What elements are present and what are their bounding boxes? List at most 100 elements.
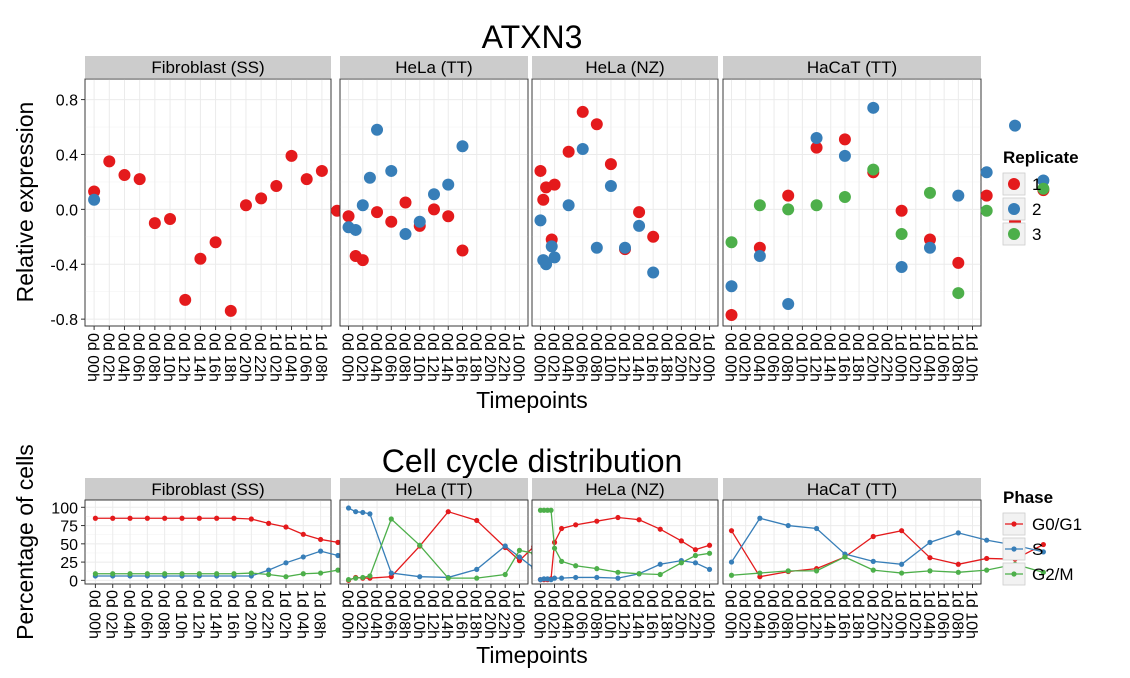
data-point (725, 236, 738, 249)
data-point (345, 505, 352, 511)
x-tick-label: 0d 10h (410, 333, 427, 382)
data-point (88, 185, 101, 198)
x-tick-label: 1d 06h (934, 333, 951, 382)
data-point (590, 241, 603, 254)
data-point (594, 574, 600, 581)
data-point (647, 266, 660, 279)
gridlines (85, 79, 331, 326)
x-tick-label: 0d 14h (207, 590, 224, 639)
x-tick-label: 0d 22h (685, 590, 702, 639)
data-point (266, 571, 272, 578)
data-point (899, 528, 905, 534)
data-point (428, 188, 440, 201)
data-point (604, 158, 617, 171)
data-point (127, 571, 133, 577)
x-tick-label: 1d 06h (934, 590, 951, 639)
x-tick-label: 0d 18h (221, 333, 238, 382)
legend-label: S (1032, 540, 1043, 559)
y-tick-label: -0.4 (50, 257, 78, 274)
data-point (300, 531, 306, 537)
x-tick-label: 0d 04h (750, 333, 767, 382)
x-tick-label: 0d 20h (481, 333, 498, 382)
data-point (657, 526, 663, 532)
y-tick-label: -0.8 (50, 312, 78, 329)
x-tick-label: 0d 20h (241, 590, 258, 639)
x-tick-label: 0d 14h (821, 333, 838, 382)
data-point (516, 554, 523, 560)
data-point (870, 533, 876, 540)
facet-label: HeLa (NZ) (585, 480, 664, 499)
data-point (534, 214, 547, 227)
data-point (285, 149, 298, 162)
x-tick-label: 1d 08h (311, 590, 328, 639)
data-point (923, 233, 936, 246)
data-point (88, 193, 101, 206)
data-point (516, 558, 523, 564)
facet-label: HaCaT (TT) (807, 480, 897, 499)
x-tick-label: 1d 00h (700, 590, 717, 639)
x-axis-title: Timepoints (476, 642, 588, 668)
gridlines (340, 79, 528, 326)
data-point (927, 555, 933, 561)
x-tick-label: 0d 02h (103, 590, 120, 639)
y-axis-title: Relative expression (12, 102, 38, 303)
data-point (1040, 569, 1046, 575)
series-line (731, 556, 1044, 576)
data-point (952, 256, 965, 269)
data-point (562, 199, 575, 212)
data-point (179, 515, 185, 521)
data-point (725, 309, 738, 322)
x-tick-label: 1d 02h (906, 590, 923, 639)
data-point (474, 517, 480, 524)
data-point (615, 575, 621, 581)
x-tick-label: 0d 10h (601, 590, 618, 639)
data-point (371, 206, 384, 219)
x-tick-label: 0d 14h (438, 333, 455, 382)
series-2 (725, 101, 1050, 311)
chart-title: Cell cycle distribution (382, 443, 683, 479)
x-tick-label: 0d 10h (792, 590, 809, 639)
data-point (164, 212, 177, 225)
data-point (810, 141, 823, 154)
data-point (785, 568, 791, 574)
data-point (356, 254, 369, 267)
series-line (730, 529, 1044, 578)
data-point (838, 133, 851, 146)
data-point (110, 515, 116, 521)
x-tick-label: 1d 00h (700, 333, 717, 382)
legend-title: Phase (1003, 488, 1053, 507)
series-2 (342, 123, 469, 241)
x-tick-label: 0d 06h (573, 590, 590, 639)
x-tick-label: 0d 00h (722, 333, 739, 382)
x-tick-label: 0d 14h (438, 590, 455, 639)
x-tick-label: 0d 12h (615, 333, 632, 382)
data-point (318, 548, 324, 554)
data-point (214, 515, 220, 521)
data-point (899, 561, 905, 567)
x-tick-label: 1d 06h (297, 333, 314, 382)
legend-marker (1011, 521, 1017, 527)
legend-label: 3 (1032, 225, 1041, 244)
x-tick-label: 0d 20h (481, 590, 498, 639)
x-tick-label: 0d 14h (629, 590, 646, 639)
data-point (266, 520, 272, 526)
data-point (753, 199, 766, 212)
x-tick-label: 1d 00h (892, 333, 909, 382)
x-tick-label: 0d 02h (353, 590, 370, 639)
data-point (980, 204, 993, 217)
data-point (923, 186, 936, 199)
plot-panel (722, 78, 982, 327)
data-point (388, 570, 394, 576)
data-point (270, 180, 283, 193)
data-point (388, 574, 394, 580)
data-point (335, 539, 341, 545)
facet-label: HeLa (NZ) (585, 58, 664, 77)
panel-border (722, 499, 982, 585)
data-point (1009, 119, 1022, 132)
data-point (367, 573, 373, 579)
data-point (456, 140, 469, 153)
x-tick-label: 0d 12h (175, 333, 192, 382)
data-point (110, 571, 116, 577)
